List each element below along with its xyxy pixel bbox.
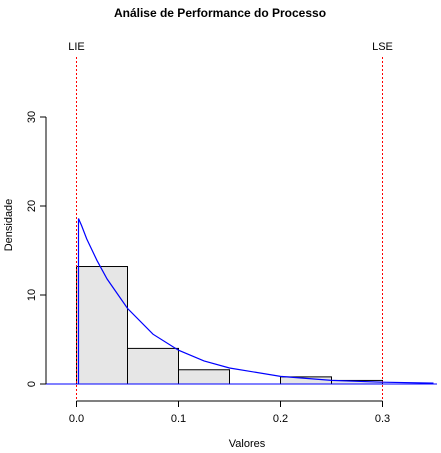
x-axis-label: Valores: [229, 438, 266, 450]
y-tick-label: 0: [26, 381, 38, 387]
x-tick-label: 0.0: [69, 413, 84, 425]
y-tick-label: 20: [26, 200, 38, 212]
histogram-bar: [127, 347, 179, 385]
y-tick-label: 10: [26, 289, 38, 301]
histogram-bar: [76, 266, 128, 385]
density-curve: [77, 218, 434, 384]
x-tick-label: 0.1: [171, 413, 186, 425]
x-tick-label: 0.2: [273, 413, 288, 425]
y-tick-label: 30: [26, 111, 38, 123]
histogram-bars: [45, 266, 437, 385]
spec-limit-label: LSE: [372, 41, 393, 53]
chart-title: Análise de Performance do Processo: [114, 6, 326, 20]
x-tick-label: 0.3: [375, 413, 390, 425]
y-axis: 0 10 20 30: [26, 111, 47, 387]
spec-limit-lines: LIE LSE: [68, 41, 393, 402]
spec-limit-label: LIE: [68, 41, 85, 53]
histogram-bar: [178, 369, 230, 385]
y-axis-label: Densidade: [3, 199, 15, 252]
x-axis: 0.0 0.1 0.2 0.3: [69, 400, 390, 425]
